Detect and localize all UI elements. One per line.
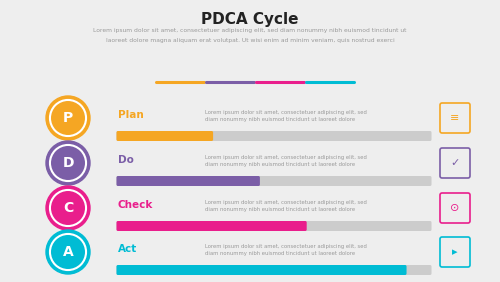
FancyBboxPatch shape bbox=[116, 221, 432, 231]
Text: D: D bbox=[62, 156, 74, 170]
Text: Lorem ipsum dolor sit amet, consectetuer adipiscing elit, sed: Lorem ipsum dolor sit amet, consectetuer… bbox=[205, 244, 367, 249]
Circle shape bbox=[46, 96, 90, 140]
FancyBboxPatch shape bbox=[116, 131, 432, 141]
Circle shape bbox=[46, 230, 90, 274]
Text: Lorem ipsum dolor sit amet, consectetuer adipiscing elit, sed: Lorem ipsum dolor sit amet, consectetuer… bbox=[205, 110, 367, 115]
Text: diam nonummy nibh euismod tincidunt ut laoreet dolore: diam nonummy nibh euismod tincidunt ut l… bbox=[205, 162, 355, 167]
Text: Plan: Plan bbox=[118, 110, 144, 120]
FancyBboxPatch shape bbox=[116, 176, 260, 186]
Text: Lorem ipsum dolor sit amet, consectetuer adipiscing elit, sed: Lorem ipsum dolor sit amet, consectetuer… bbox=[205, 155, 367, 160]
Text: ✓: ✓ bbox=[450, 158, 460, 168]
Text: P: P bbox=[63, 111, 73, 125]
Text: laoreet dolore magna aliquam erat volutpat. Ut wisi enim ad minim veniam, quis n: laoreet dolore magna aliquam erat volutp… bbox=[106, 38, 395, 43]
Text: Check: Check bbox=[118, 200, 154, 210]
Text: Do: Do bbox=[118, 155, 134, 165]
Text: diam nonummy nibh euismod tincidunt ut laoreet dolore: diam nonummy nibh euismod tincidunt ut l… bbox=[205, 117, 355, 122]
Text: diam nonummy nibh euismod tincidunt ut laoreet dolore: diam nonummy nibh euismod tincidunt ut l… bbox=[205, 207, 355, 212]
Text: A: A bbox=[62, 245, 74, 259]
FancyBboxPatch shape bbox=[116, 176, 432, 186]
Text: ▸: ▸ bbox=[452, 247, 458, 257]
Circle shape bbox=[46, 141, 90, 185]
Text: Lorem ipsum dolor sit amet, consectetuer adipiscing elit, sed diam nonummy nibh : Lorem ipsum dolor sit amet, consectetuer… bbox=[93, 28, 407, 33]
Text: Act: Act bbox=[118, 244, 137, 254]
Text: ≡: ≡ bbox=[450, 113, 460, 123]
Text: PDCA Cycle: PDCA Cycle bbox=[201, 12, 299, 27]
FancyBboxPatch shape bbox=[116, 265, 406, 275]
FancyBboxPatch shape bbox=[116, 265, 432, 275]
FancyBboxPatch shape bbox=[116, 131, 213, 141]
Circle shape bbox=[46, 186, 90, 230]
Text: Lorem ipsum dolor sit amet, consectetuer adipiscing elit, sed: Lorem ipsum dolor sit amet, consectetuer… bbox=[205, 200, 367, 205]
FancyBboxPatch shape bbox=[116, 221, 306, 231]
Text: diam nonummy nibh euismod tincidunt ut laoreet dolore: diam nonummy nibh euismod tincidunt ut l… bbox=[205, 251, 355, 256]
Text: ⊙: ⊙ bbox=[450, 203, 460, 213]
Text: C: C bbox=[63, 201, 73, 215]
